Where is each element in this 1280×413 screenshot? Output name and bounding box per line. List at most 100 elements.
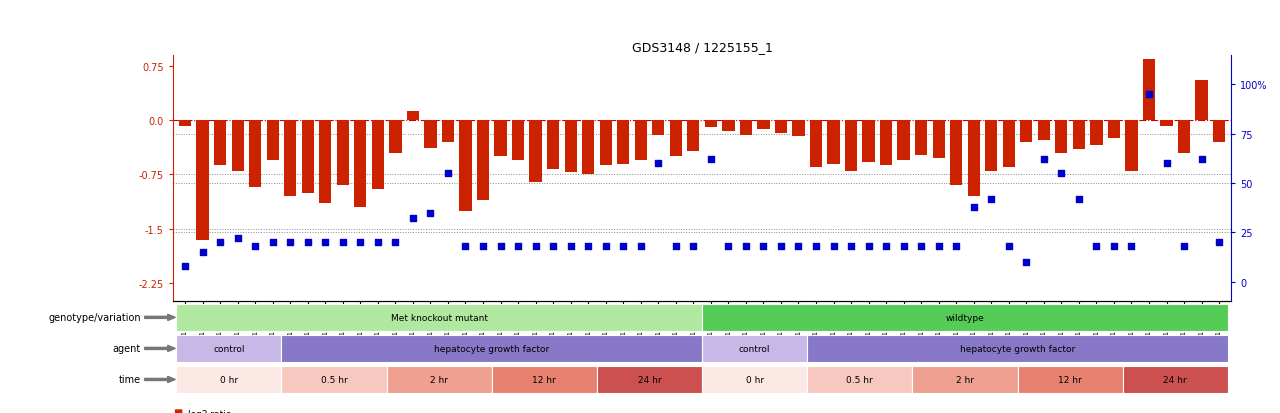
Bar <box>1073 121 1085 150</box>
Bar <box>897 121 910 161</box>
Text: 0.5 hr: 0.5 hr <box>846 375 873 384</box>
Bar <box>1178 121 1190 153</box>
Text: control: control <box>214 344 244 353</box>
Point <box>1051 171 1071 177</box>
Bar <box>282 335 701 362</box>
Point <box>1103 243 1124 250</box>
Point <box>911 243 932 250</box>
Point <box>210 239 230 246</box>
Text: wildtype: wildtype <box>946 313 984 322</box>
Bar <box>915 121 927 155</box>
Bar <box>879 121 892 166</box>
Bar <box>701 304 1228 331</box>
Point <box>946 243 966 250</box>
Bar <box>1107 121 1120 139</box>
Text: 2 hr: 2 hr <box>956 375 974 384</box>
Bar <box>179 121 191 126</box>
Bar <box>701 335 808 362</box>
Text: log2 ratio: log2 ratio <box>188 409 232 413</box>
Point <box>648 161 668 167</box>
Point <box>964 204 984 211</box>
Point <box>315 239 335 246</box>
Bar <box>582 121 594 175</box>
Bar <box>1161 121 1172 126</box>
Bar <box>337 121 349 186</box>
Bar <box>968 121 980 197</box>
Point <box>579 243 599 250</box>
Point <box>684 243 704 250</box>
Point <box>543 243 563 250</box>
Bar <box>1213 121 1225 142</box>
Bar <box>792 121 805 137</box>
Point <box>859 243 879 250</box>
Bar <box>266 121 279 161</box>
Bar <box>232 121 243 171</box>
Point <box>1087 243 1107 250</box>
Point <box>718 243 739 250</box>
Point <box>893 243 914 250</box>
Bar <box>319 121 332 204</box>
Bar <box>863 121 874 163</box>
Bar <box>177 335 282 362</box>
Text: genotype/variation: genotype/variation <box>49 313 141 323</box>
Bar <box>705 121 717 128</box>
Point <box>876 243 896 250</box>
Point <box>1208 239 1229 246</box>
Point <box>753 243 773 250</box>
Bar <box>635 121 646 161</box>
Text: agent: agent <box>113 344 141 354</box>
Point <box>788 243 809 250</box>
Point <box>508 243 529 250</box>
Text: 24 hr: 24 hr <box>1164 375 1187 384</box>
Bar <box>617 121 630 164</box>
Bar <box>460 121 471 211</box>
Text: 0 hr: 0 hr <box>745 375 764 384</box>
Bar <box>407 112 419 121</box>
Bar <box>599 121 612 166</box>
Bar <box>1091 121 1102 146</box>
Text: 12 hr: 12 hr <box>532 375 557 384</box>
Bar <box>845 121 858 171</box>
Bar <box>596 366 703 393</box>
Bar <box>424 121 436 148</box>
Text: 0 hr: 0 hr <box>220 375 238 384</box>
Point <box>472 243 493 250</box>
Bar <box>282 366 387 393</box>
Bar <box>986 121 997 171</box>
Point <box>420 210 440 216</box>
Bar <box>302 121 314 193</box>
Point <box>980 196 1001 202</box>
Point <box>666 243 686 250</box>
Bar <box>547 121 559 170</box>
Bar <box>652 121 664 135</box>
Text: control: control <box>739 344 771 353</box>
Bar <box>355 121 366 207</box>
Text: ■: ■ <box>173 407 182 413</box>
Point <box>595 243 616 250</box>
Text: 2 hr: 2 hr <box>430 375 448 384</box>
Text: Met knockout mutant: Met knockout mutant <box>390 313 488 322</box>
Point <box>700 157 721 163</box>
Point <box>1069 196 1089 202</box>
Bar <box>1143 59 1155 121</box>
Bar <box>196 121 209 240</box>
Point <box>175 263 196 269</box>
Bar <box>512 121 525 161</box>
Point <box>1192 157 1212 163</box>
Bar <box>774 121 787 134</box>
Point <box>613 243 634 250</box>
Bar <box>740 121 753 135</box>
Bar <box>387 366 492 393</box>
Point <box>823 243 844 250</box>
Bar <box>808 335 1228 362</box>
Point <box>631 243 652 250</box>
Point <box>244 243 265 250</box>
Bar <box>701 366 808 393</box>
Text: time: time <box>119 375 141 385</box>
Text: 0.5 hr: 0.5 hr <box>321 375 347 384</box>
Bar <box>177 304 701 331</box>
Point <box>351 239 371 246</box>
Bar <box>827 121 840 164</box>
Point <box>561 243 581 250</box>
Point <box>998 243 1019 250</box>
